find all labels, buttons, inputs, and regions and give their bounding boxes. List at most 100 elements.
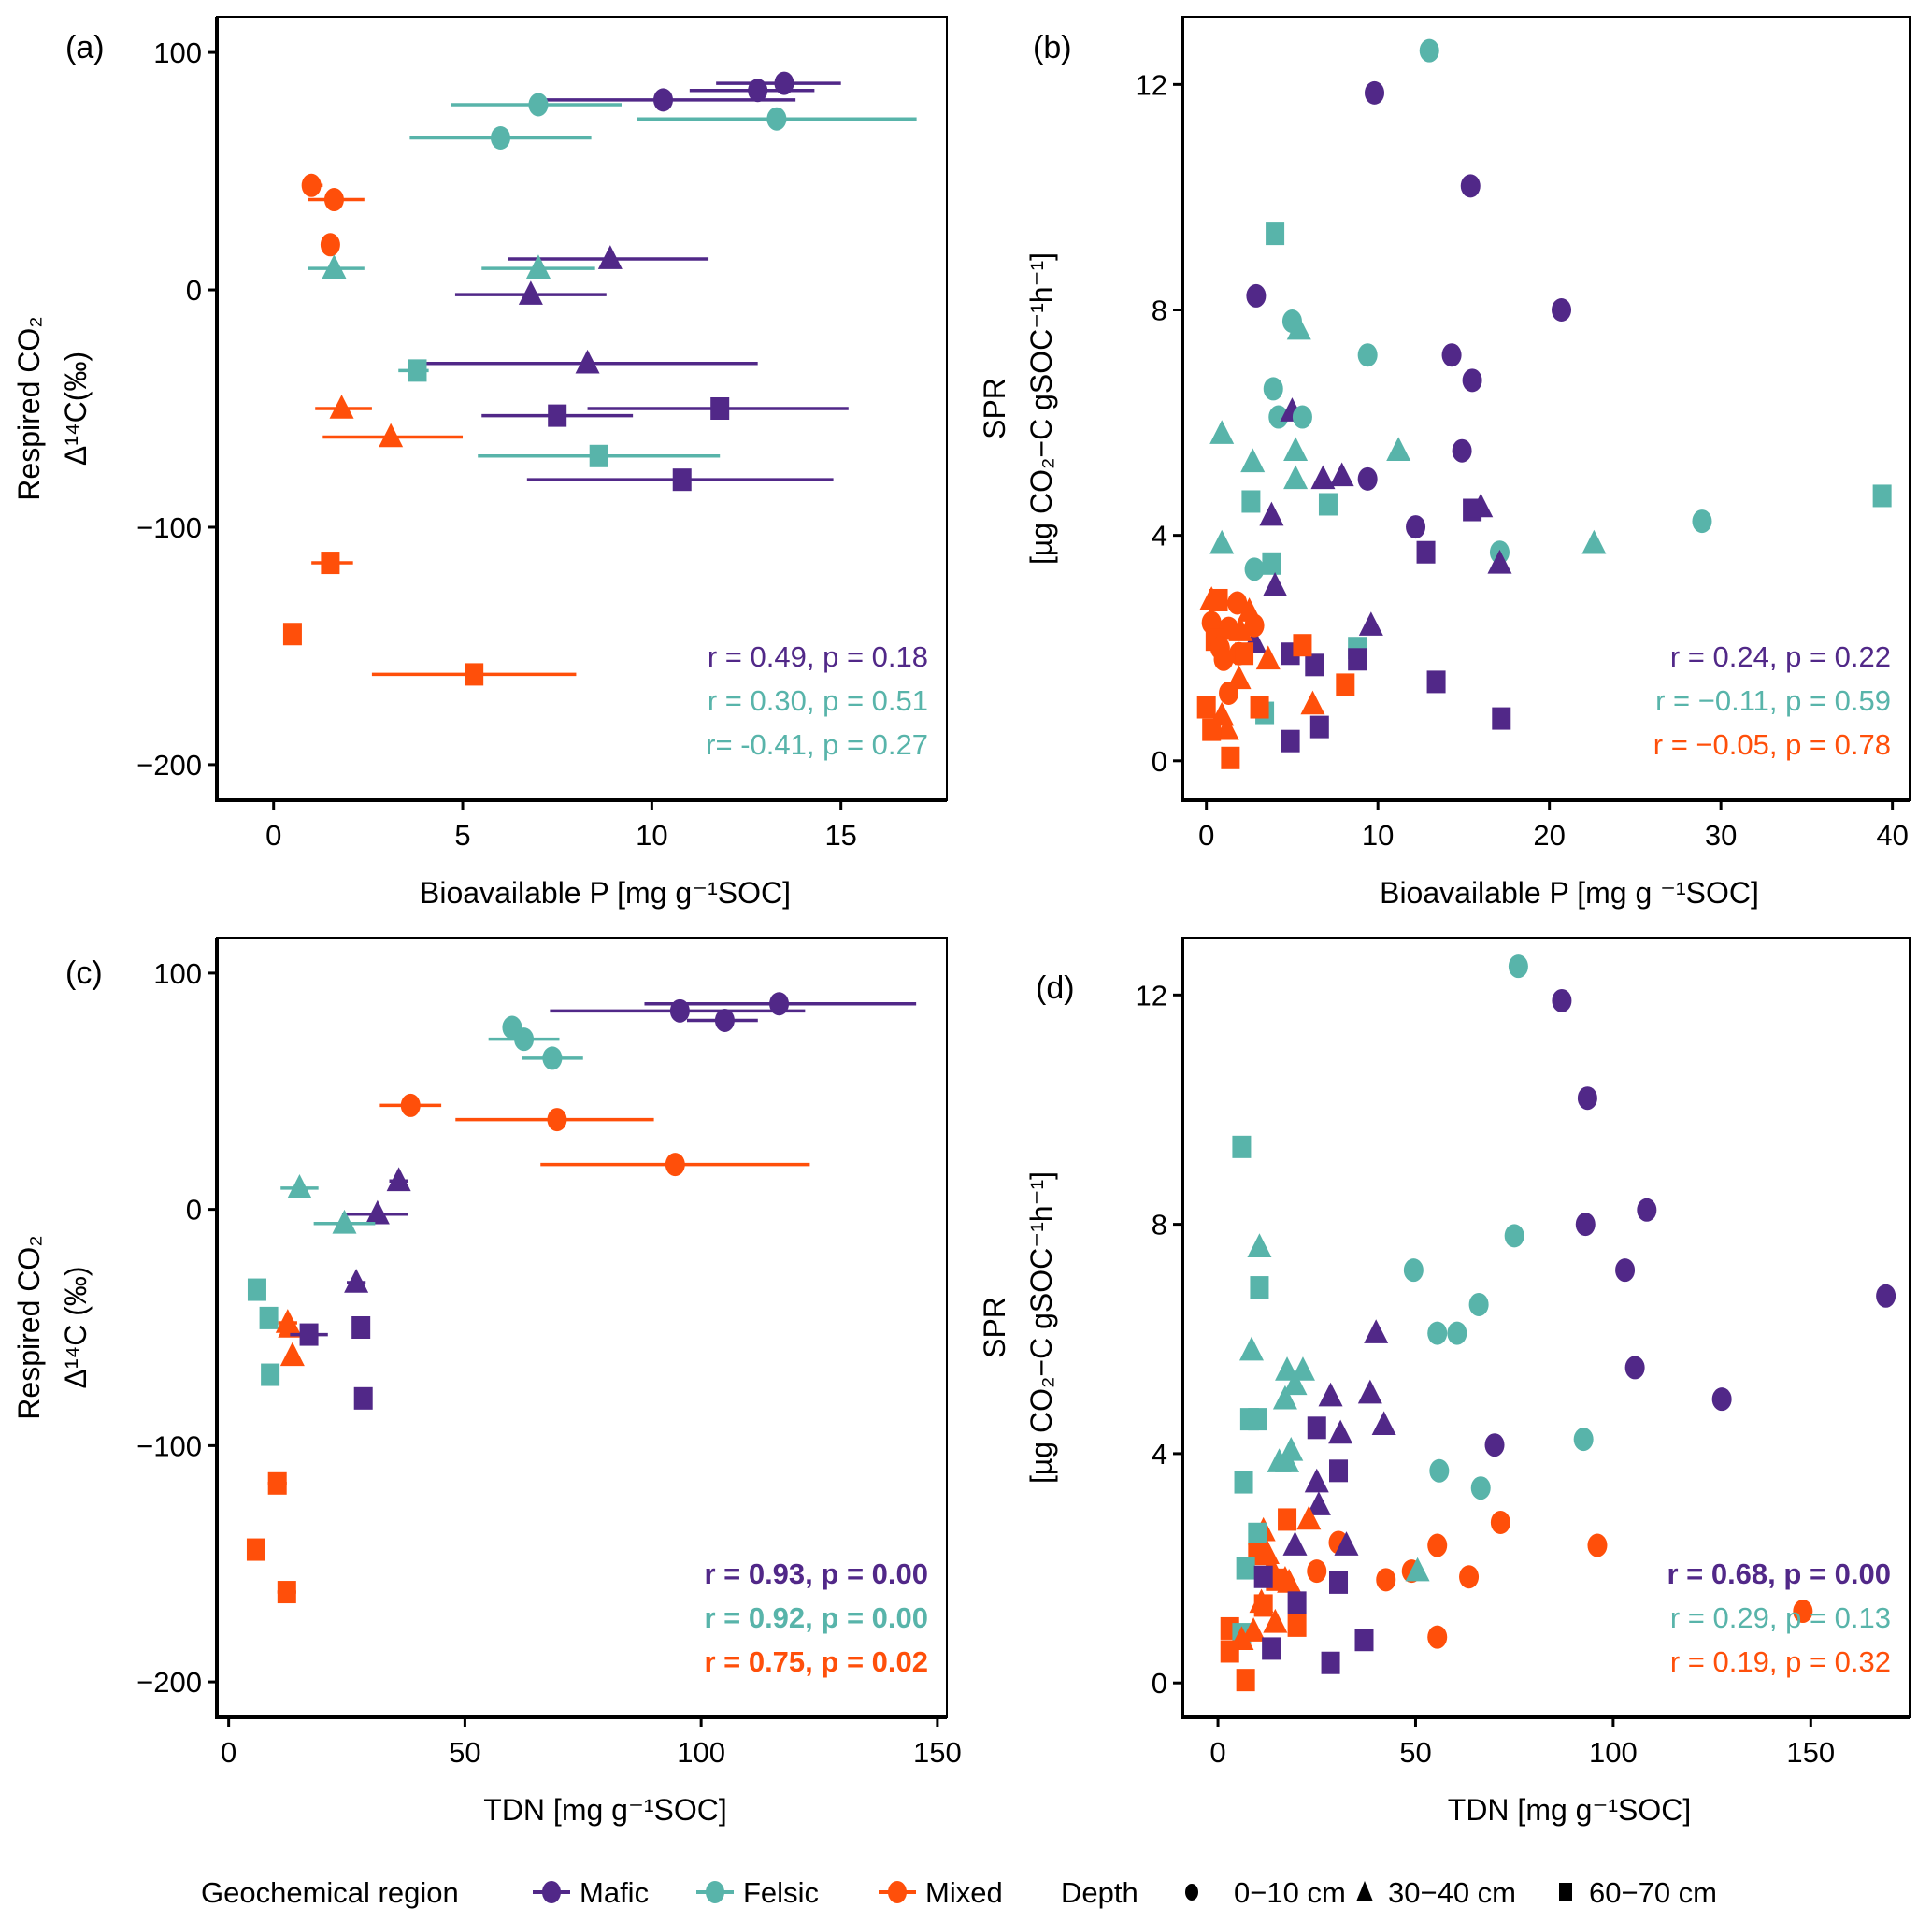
x-axis-label: Bioavailable P [mg g ⁻¹SOC]	[1380, 876, 1759, 910]
data-point-mixed-circle	[301, 173, 322, 197]
data-point-mafic-square	[1309, 715, 1329, 739]
data-point-mixed-triangle	[1296, 1505, 1322, 1530]
panel-label: (b)	[1033, 30, 1072, 65]
y-tick-label: 4	[1152, 520, 1167, 553]
data-point-mafic-triangle	[1364, 1319, 1389, 1343]
data-point-mafic-square	[1354, 1629, 1374, 1652]
data-point-mafic-square	[1281, 729, 1300, 753]
circle-icon	[1185, 1884, 1198, 1901]
data-point-felsic-circle	[1470, 1476, 1491, 1500]
data-point-mafic-square	[1253, 1565, 1273, 1588]
x-tick-label: 30	[1705, 819, 1737, 852]
x-tick-label: 50	[1399, 1736, 1431, 1769]
data-point-felsic-circle	[1508, 954, 1528, 979]
data-point-felsic-triangle	[1386, 437, 1411, 462]
panel-c: (c) 0 50 100 150 100 0 −100 −200 TDN [mg g⁻¹SOC…	[12, 937, 962, 1827]
data-point-mixed-circle	[547, 1108, 567, 1132]
axis-ticks: 0 10 20 30 40 0 4 8 12	[1136, 68, 1909, 852]
data-point-felsic-square	[1318, 493, 1338, 516]
data-point-felsic-triangle	[1209, 529, 1235, 554]
data-point-mixed-circle	[1227, 591, 1248, 615]
data-point-mixed-square	[1250, 696, 1269, 719]
data-point-mafic-circle	[1357, 466, 1378, 491]
data-point-felsic-square	[261, 1363, 280, 1386]
data-point-mixed-circle	[1427, 1625, 1448, 1649]
data-point-mixed-triangle	[1241, 1617, 1267, 1642]
data-point-felsic-circle	[766, 107, 787, 131]
data-point-mixed-square	[321, 552, 340, 575]
data-point-mafic-triangle	[1371, 1411, 1396, 1436]
data-point-felsic-square	[1236, 1557, 1255, 1580]
data-point-mafic-triangle	[386, 1167, 411, 1192]
data-point-mafic-circle	[1575, 1213, 1596, 1237]
y-tick-label: 0	[1152, 1667, 1167, 1700]
data-point-mafic-triangle	[1318, 1382, 1343, 1407]
data-point-mixed-circle	[1244, 613, 1265, 638]
legend-depth-label: 0−10 cm	[1234, 1876, 1346, 1909]
data-point-mixed-triangle	[279, 1342, 305, 1367]
data-point-mafic-triangle	[365, 1199, 390, 1225]
data-point-felsic-triangle	[1405, 1557, 1430, 1582]
data-point-felsic-circle	[1292, 405, 1312, 429]
data-point-mafic-circle	[1246, 283, 1267, 308]
legend-depth-title: Depth	[1061, 1876, 1138, 1909]
triangle-icon	[1356, 1881, 1373, 1901]
data-point-mixed-circle	[1307, 1559, 1327, 1584]
legend-depth-label: 30−40 cm	[1388, 1876, 1516, 1909]
data-point-felsic-circle	[1429, 1458, 1450, 1483]
data-point-felsic-square	[1248, 1522, 1267, 1545]
correlation-stats: r = 0.68, p = 0.00 r = 0.29, p = 0.13 r = …	[1667, 1557, 1891, 1678]
data-point-felsic-triangle	[287, 1174, 312, 1198]
data-point-mafic-triangle	[1259, 501, 1284, 526]
data-point-felsic-triangle	[1282, 1370, 1308, 1396]
data-point-felsic-square	[1241, 490, 1261, 513]
data-point-mafic-square	[1329, 1459, 1349, 1483]
data-point-mafic-circle	[1441, 343, 1462, 367]
data-point-mafic-circle	[1452, 438, 1472, 463]
legend: Geochemical region Mafic Felsic Mixed Dept…	[201, 1876, 1717, 1909]
data-point-felsic-square	[1234, 1471, 1253, 1494]
data-point-felsic-square	[1872, 484, 1892, 508]
data-point-mixed-square	[1336, 673, 1355, 696]
data-point-mafic-circle	[653, 88, 674, 112]
data-point-mixed-circle	[1376, 1568, 1396, 1592]
data-point-mafic-square	[1321, 1651, 1340, 1674]
legend-region-title: Geochemical region	[201, 1876, 459, 1909]
y-tick-label: 100	[153, 957, 202, 990]
data-point-mixed-triangle	[1254, 1540, 1280, 1565]
data-point-mafic-circle	[714, 1008, 735, 1032]
data-point-mixed-triangle	[1228, 617, 1253, 641]
y-tick-label: 12	[1136, 979, 1167, 1012]
legend-depth-label: 60−70 cm	[1589, 1876, 1717, 1909]
data-point-mixed-square	[1220, 1640, 1239, 1663]
data-point-mafic-square	[351, 1316, 371, 1339]
data-point-mixed-circle	[1213, 647, 1234, 671]
y-axis-label-line1: Respired CO₂	[12, 1235, 46, 1419]
x-tick-label: 0	[1209, 1736, 1225, 1769]
legend-region-items: Mafic Felsic Mixed	[533, 1876, 1003, 1909]
correlation-stats: r = 0.49, p = 0.18 r = 0.30, p = 0.51 r= -…	[706, 640, 928, 761]
x-tick-label: 100	[677, 1736, 725, 1769]
data-point-felsic-triangle	[1238, 1336, 1264, 1361]
data-point-felsic-circle	[490, 126, 510, 151]
data-point-felsic-square	[1250, 1276, 1269, 1299]
data-point-mafic-circle	[1637, 1198, 1657, 1222]
x-tick-label: 10	[1362, 819, 1394, 852]
data-point-mafic-circle	[1577, 1086, 1597, 1111]
x-tick-label: 50	[449, 1736, 480, 1769]
data-point-felsic-square	[259, 1306, 279, 1329]
data-point-mixed-triangle	[329, 395, 354, 419]
x-tick-label: 20	[1533, 819, 1565, 852]
x-axis-label: Bioavailable P [mg g⁻¹SOC]	[420, 876, 791, 910]
x-tick-label: 0	[221, 1736, 236, 1769]
data-point-mafic-circle	[1711, 1387, 1732, 1412]
data-point-felsic-circle	[1244, 557, 1265, 581]
data-point-mixed-square	[1278, 1508, 1297, 1531]
stat-line-mafic: r = 0.68, p = 0.00	[1667, 1557, 1891, 1590]
x-axis-label: TDN [mg g⁻¹SOC]	[1448, 1793, 1691, 1827]
data-point-mafic-triangle	[1282, 1531, 1308, 1556]
data-point-mixed-triangle	[1277, 1569, 1302, 1593]
legend-key-point-felsic	[706, 1881, 724, 1903]
data-point-mafic-triangle	[1357, 1379, 1382, 1404]
